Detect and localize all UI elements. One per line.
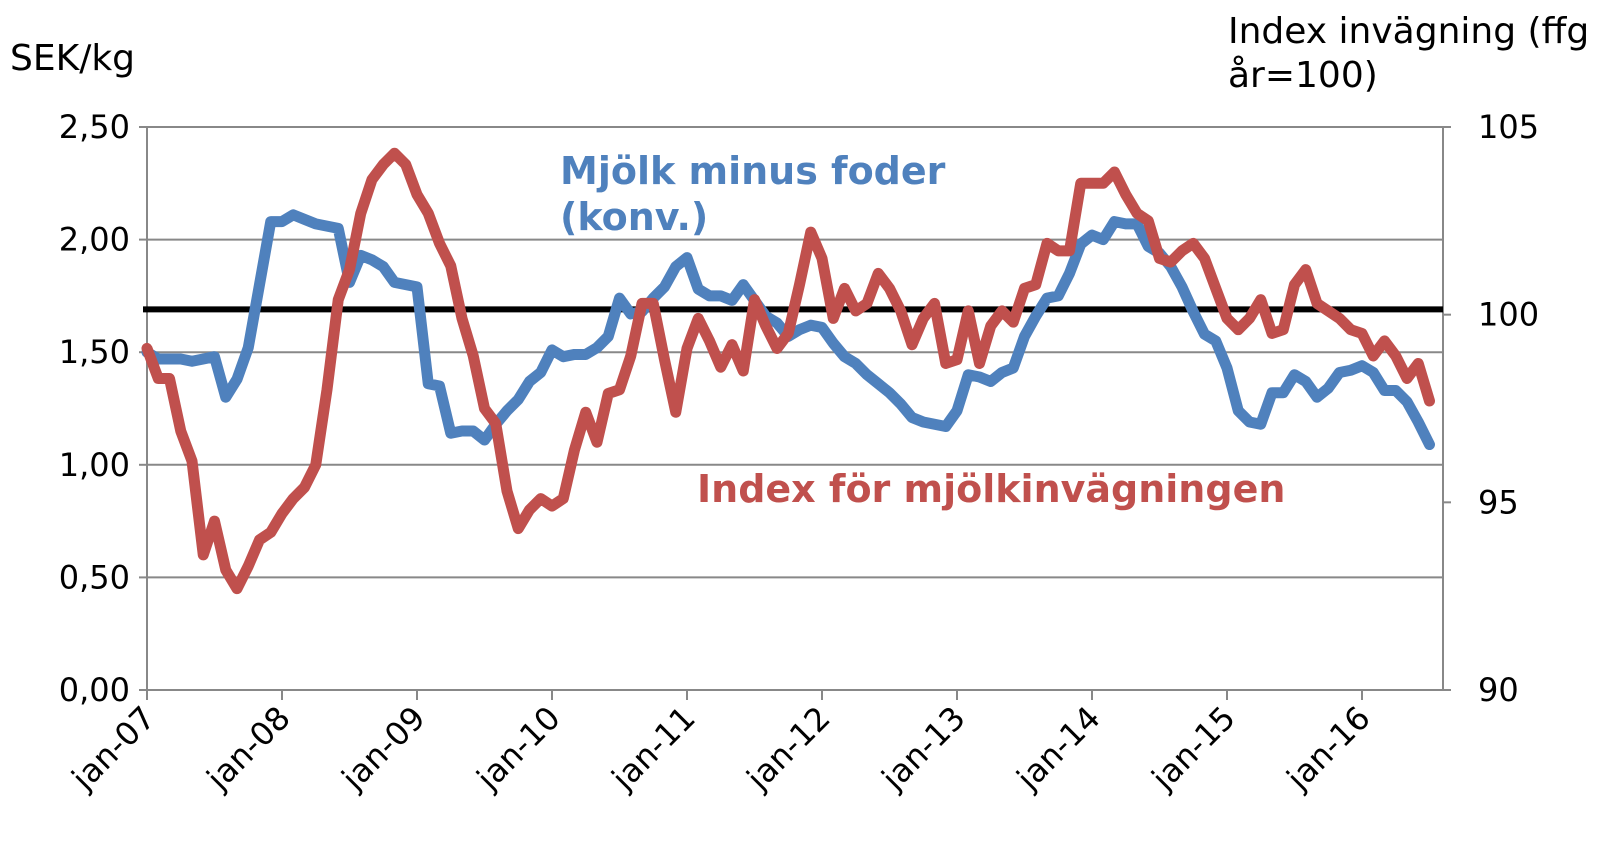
y2-tick-label: 95 bbox=[1478, 483, 1519, 521]
y-axis-label: SEK/kg bbox=[10, 38, 136, 79]
y2-tick-label: 90 bbox=[1478, 671, 1519, 709]
series-label: Mjölk minus foder (konv.) bbox=[560, 149, 946, 239]
x-tick-label: jan-08 bbox=[199, 699, 298, 798]
y-tick-label: 2,50 bbox=[59, 108, 130, 146]
y-tick-label: 0,00 bbox=[59, 671, 130, 709]
x-tick-label: jan-12 bbox=[739, 699, 838, 798]
x-tick-label: jan-10 bbox=[469, 699, 568, 798]
x-tick-label: jan-09 bbox=[334, 699, 433, 798]
y-tick-label: 0,50 bbox=[59, 558, 130, 596]
x-tick-label: jan-13 bbox=[874, 699, 973, 798]
x-tick-label: jan-07 bbox=[64, 699, 163, 798]
x-tick-label: jan-16 bbox=[1279, 699, 1378, 798]
series-line bbox=[141, 147, 1435, 595]
y-tick-label: 2,00 bbox=[59, 221, 130, 259]
x-tick-label: jan-14 bbox=[1009, 699, 1108, 798]
y-tick-label: 1,50 bbox=[59, 333, 130, 371]
x-tick-label: jan-15 bbox=[1144, 699, 1243, 798]
y2-tick-label: 105 bbox=[1478, 108, 1539, 146]
y2-axis-label: Index invägning (ffg år=100) bbox=[1228, 11, 1590, 96]
y-tick-label: 1,00 bbox=[59, 446, 130, 484]
series-label: Index för mjölkinvägningen bbox=[697, 467, 1286, 511]
y2-tick-label: 100 bbox=[1478, 296, 1539, 334]
x-tick-label: jan-11 bbox=[604, 699, 703, 798]
